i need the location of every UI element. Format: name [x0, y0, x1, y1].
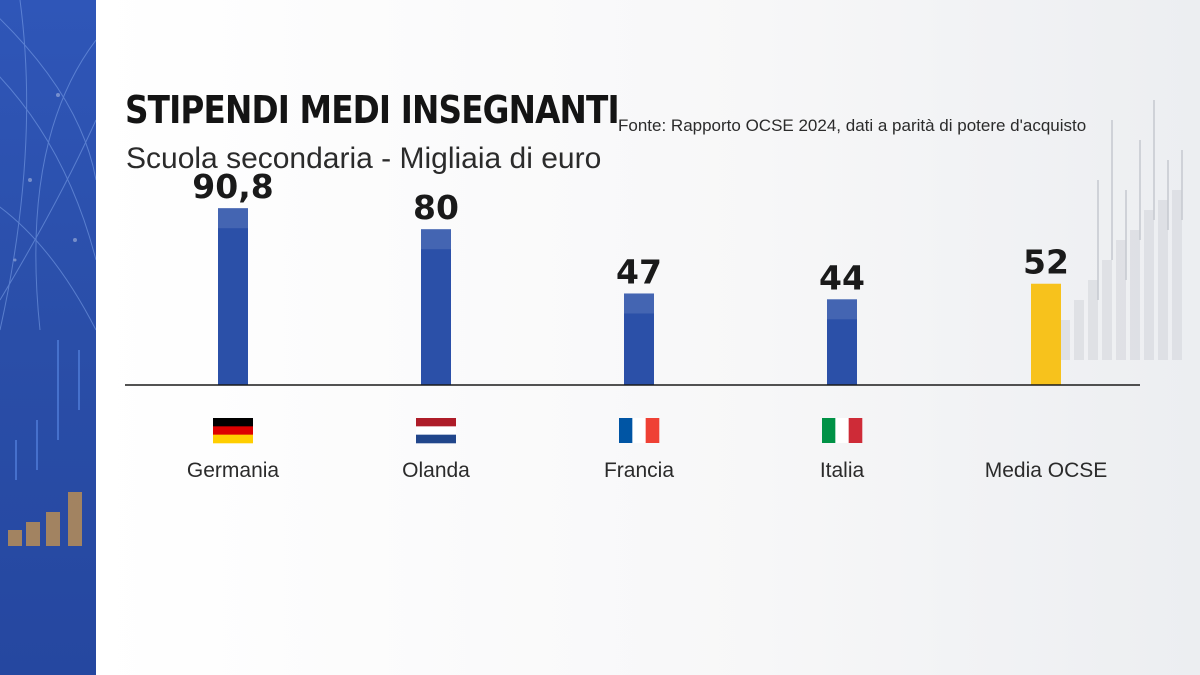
germany-flag-icon [213, 418, 253, 444]
category-label: Francia [604, 459, 674, 482]
flag-stripe [213, 426, 253, 435]
decorative-candlesticks [1060, 100, 1183, 360]
category-label: Olanda [402, 459, 470, 482]
flag-stripe [213, 434, 253, 444]
bar-germania [218, 208, 248, 385]
value-label: 90,8 [192, 167, 273, 206]
value-label: 52 [1023, 243, 1069, 282]
value-label: 80 [413, 188, 459, 227]
netherlands-flag-icon [416, 418, 456, 444]
left-decorative-band [0, 0, 96, 675]
chart-title: STIPENDI MEDI INSEGNANTI [125, 88, 620, 132]
flag-stripe [822, 418, 836, 443]
category-label: Media OCSE [985, 459, 1108, 482]
category-label: Italia [820, 459, 865, 482]
flag-stripe [632, 418, 646, 443]
flag-stripe [416, 434, 456, 444]
chart-subtitle: Scuola secondaria - Migliaia di euro [126, 142, 602, 175]
flag-stripe [848, 418, 863, 443]
italy-flag-icon [822, 418, 863, 443]
flag-stripe [213, 418, 253, 427]
chart-source: Fonte: Rapporto OCSE 2024, dati a parità… [618, 116, 1087, 135]
bar-shade [421, 229, 451, 250]
flag-stripe [416, 426, 456, 435]
bar-francia [624, 293, 654, 385]
flag-stripe [416, 418, 456, 427]
france-flag-icon [619, 418, 660, 443]
value-label: 47 [616, 252, 662, 291]
flag-stripe [835, 418, 849, 443]
bar-shade [624, 293, 654, 314]
bar-italia [827, 299, 857, 385]
flag-stripe [619, 418, 633, 443]
category-label: Germania [187, 459, 280, 482]
bar-shade [827, 299, 857, 320]
flag-stripe [645, 418, 660, 443]
value-label: 44 [819, 258, 865, 297]
bar-shade [218, 208, 248, 229]
bar-olanda [421, 229, 451, 385]
network-graphic [0, 0, 96, 546]
bar-media-ocse [1031, 283, 1061, 385]
